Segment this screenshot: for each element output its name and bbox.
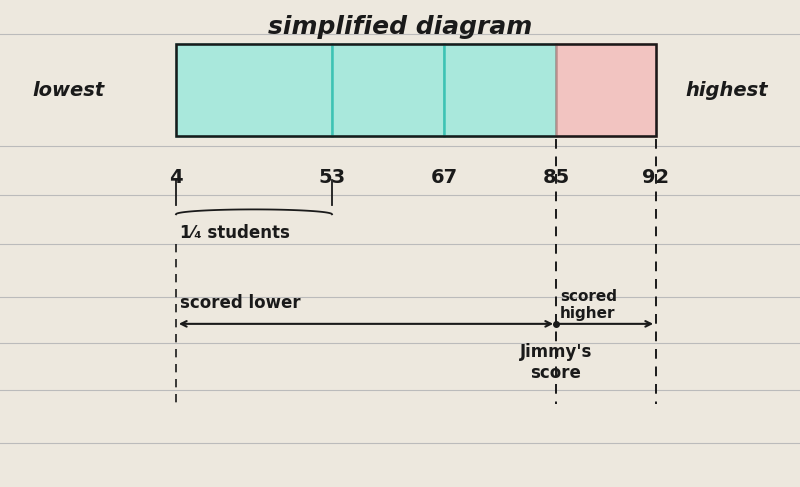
Text: scored lower: scored lower [180,294,301,312]
Text: 4: 4 [169,168,183,187]
Bar [332,44,444,136]
Text: 53: 53 [318,168,346,187]
Text: simplified diagram: simplified diagram [268,15,532,38]
Bar [176,44,332,136]
Text: 85: 85 [542,168,570,187]
Text: 1⁄₄ students: 1⁄₄ students [180,224,290,242]
Text: 67: 67 [430,168,458,187]
Text: highest: highest [686,80,768,100]
Text: lowest: lowest [32,80,104,100]
Text: scored
higher: scored higher [560,289,617,321]
Bar [176,44,656,136]
Text: 92: 92 [642,168,670,187]
Bar [556,44,656,136]
Bar [444,44,556,136]
Text: Jimmy's
score: Jimmy's score [520,343,592,382]
